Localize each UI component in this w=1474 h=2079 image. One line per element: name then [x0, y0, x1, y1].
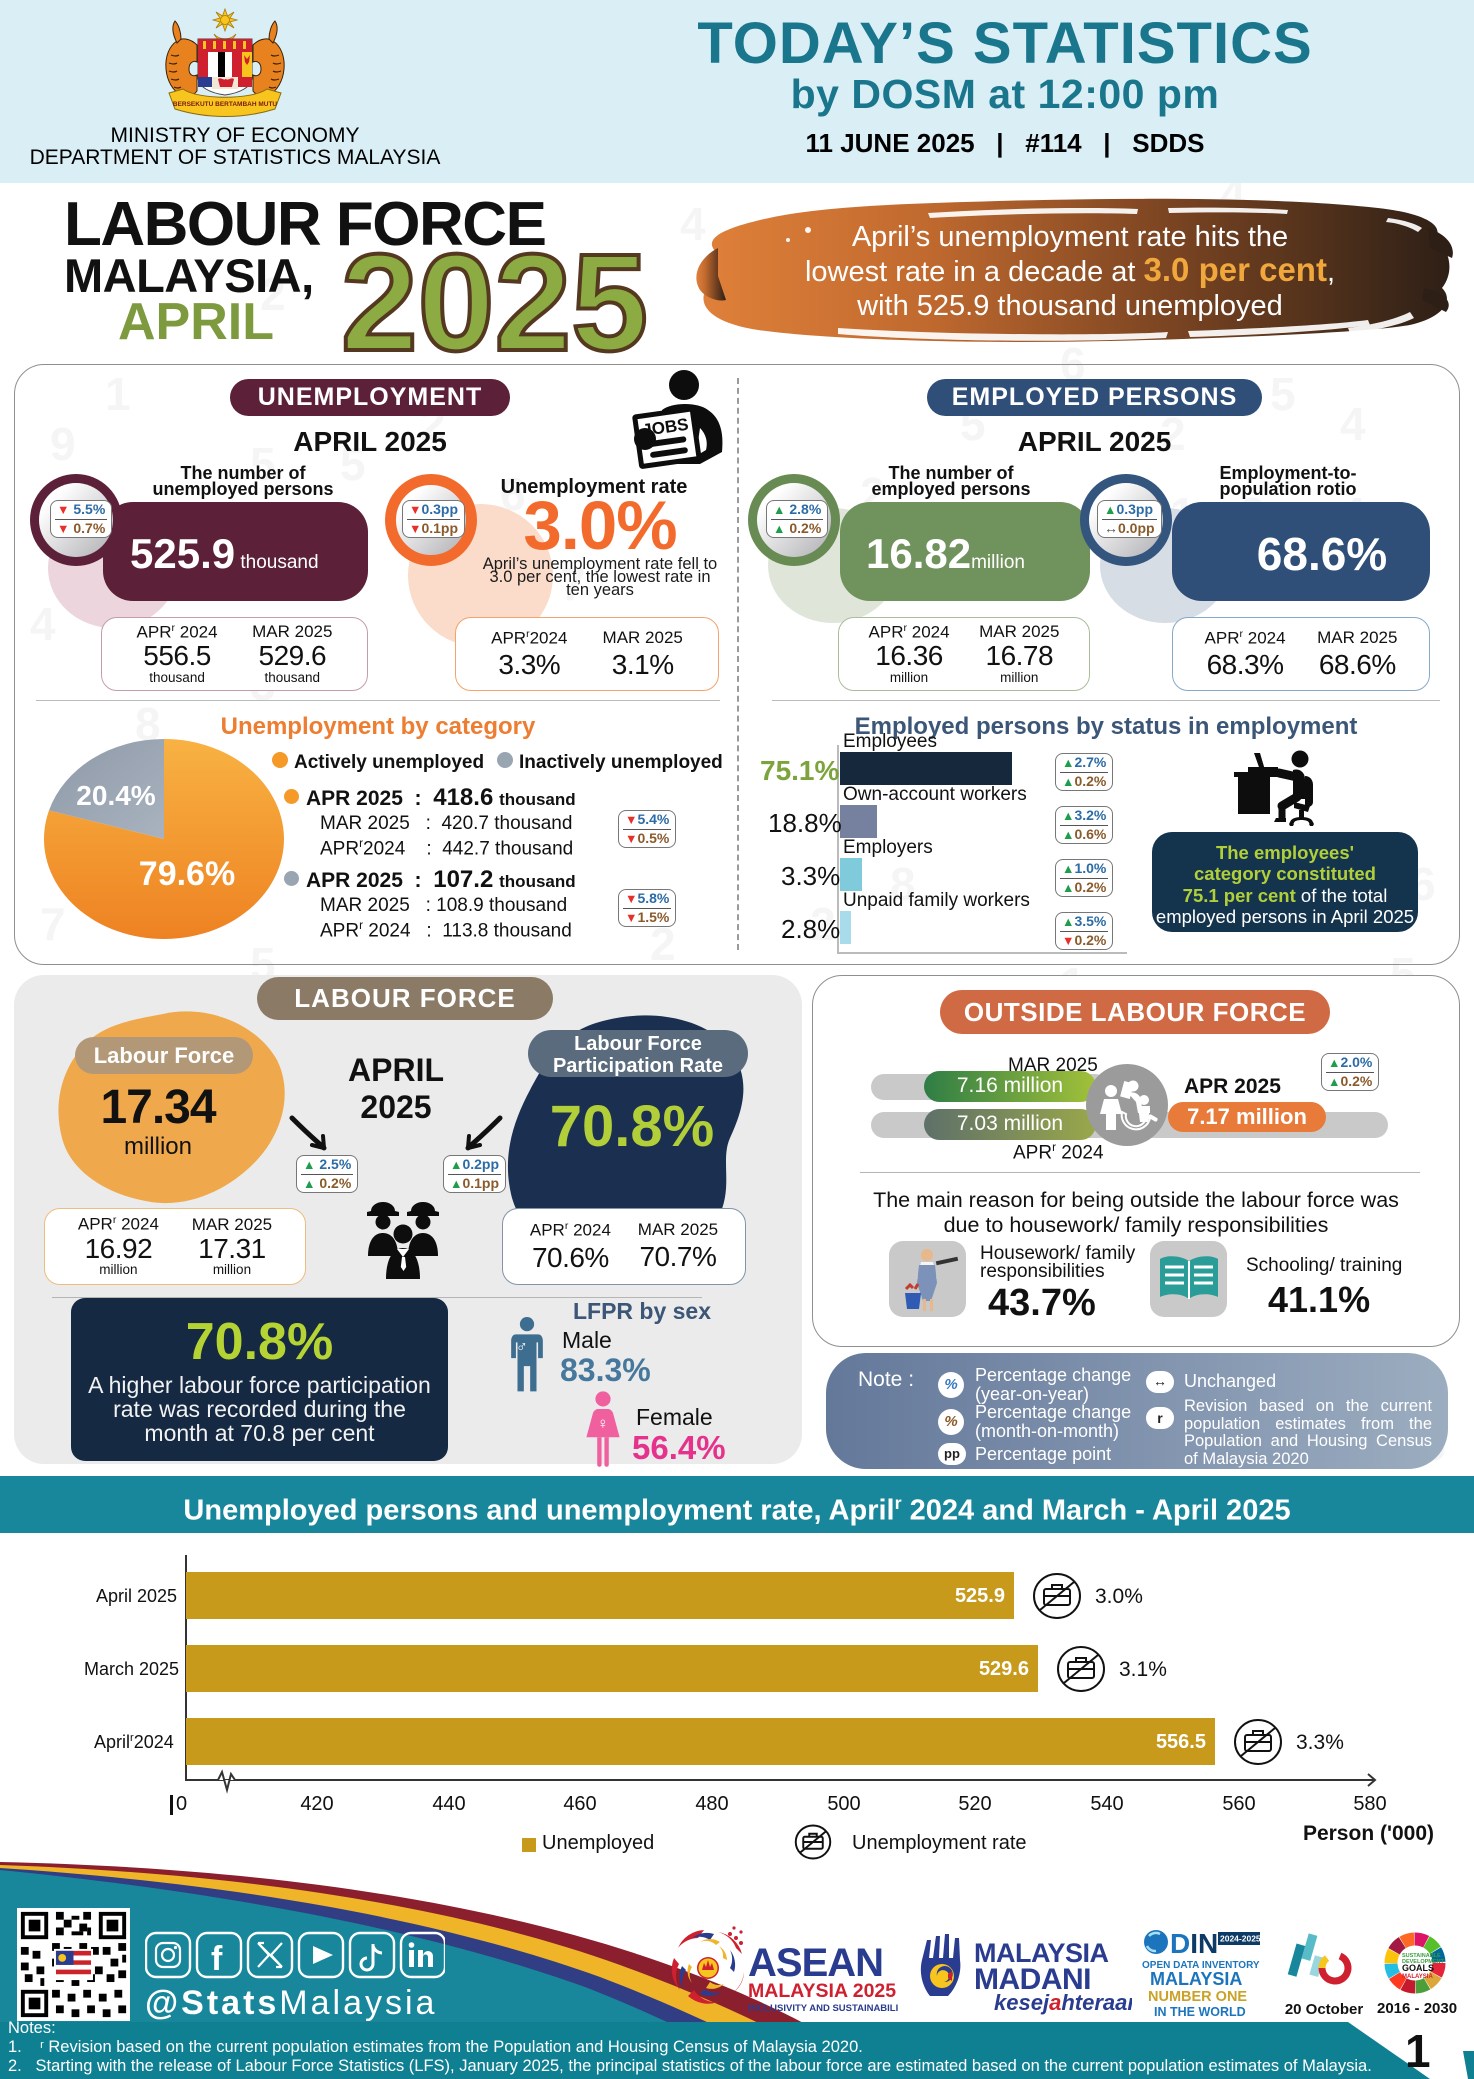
svg-text:2016 - 2030: 2016 - 2030 [1377, 2000, 1457, 2017]
svg-text:GOALS: GOALS [1402, 1963, 1434, 1973]
svg-text:8: 8 [890, 858, 916, 910]
svg-text:f: f [211, 1940, 223, 1978]
svg-text:NUMBER ONE: NUMBER ONE [1148, 1989, 1247, 2005]
svg-text:ASEAN: ASEAN [748, 1941, 883, 1985]
svg-text:kesejahteraan: kesejahteraan [994, 1990, 1132, 2015]
svg-text:DEVELOPMENT: DEVELOPMENT [1402, 1959, 1445, 1965]
svg-text:MADANI: MADANI [974, 1963, 1091, 1996]
svg-text:2: 2 [810, 898, 836, 950]
svg-text:4: 4 [30, 598, 56, 650]
svg-text:20 October: 20 October [1285, 2001, 1364, 2018]
svg-text:5: 5 [1270, 368, 1296, 420]
svg-text:MALAYSIA: MALAYSIA [1150, 1969, 1242, 1989]
svg-text:with 525.9 thousand unemployed: with 525.9 thousand unemployed [856, 290, 1283, 322]
svg-text:2: 2 [260, 268, 286, 320]
svg-text:9: 9 [50, 418, 76, 470]
svg-text:SUSTAINABLE: SUSTAINABLE [1402, 1953, 1441, 1959]
svg-text:lowest rate in a decade at 3.0: lowest rate in a decade at 3.0 per cent, [805, 251, 1335, 288]
svg-text:2. Starting with the release: 2. Starting with the release of Labour F… [8, 2057, 1372, 2075]
svg-text:MALAYSIA: MALAYSIA [974, 1938, 1109, 1968]
svg-text:DIN: DIN [1170, 1928, 1218, 1959]
svg-text:5: 5 [340, 438, 366, 490]
svg-text:INCLUSIVITY AND SUSTAINABILITY: INCLUSIVITY AND SUSTAINABILITY [748, 2003, 898, 2014]
svg-text:2: 2 [1160, 408, 1186, 460]
svg-text:♂: ♂ [516, 1339, 528, 1356]
svg-text:4: 4 [680, 198, 706, 250]
svg-text:April’s unemployment rate hits: April’s unemployment rate hits the [852, 221, 1288, 253]
svg-text:1. r Revision based on the: 1. r Revision based on the current popul… [8, 2038, 863, 2056]
svg-text:BERSEKUTU BERTAMBAH MUTU: BERSEKUTU BERTAMBAH MUTU [173, 101, 278, 108]
svg-text:20.4%: 20.4% [76, 780, 155, 811]
svg-text:MALAYSIA: MALAYSIA [1402, 1974, 1433, 1980]
svg-text:7: 7 [40, 898, 66, 950]
svg-text:7: 7 [560, 558, 586, 610]
svg-text:5: 5 [250, 438, 276, 490]
svg-text:1: 1 [1405, 2025, 1431, 2077]
svg-text:Notes:: Notes: [8, 2019, 56, 2037]
svg-text:2024-2025: 2024-2025 [1220, 1934, 1260, 1944]
svg-text:79.6%: 79.6% [139, 855, 235, 893]
svg-text:IN THE WORLD: IN THE WORLD [1154, 2005, 1246, 2019]
svg-text:1: 1 [105, 368, 131, 420]
svg-text:4: 4 [1340, 398, 1366, 450]
svg-text:OPEN DATA INVENTORY: OPEN DATA INVENTORY [1142, 1960, 1260, 1971]
svg-text:MALAYSIA 2025: MALAYSIA 2025 [748, 1980, 896, 2002]
svg-text:♀: ♀ [597, 1416, 609, 1433]
